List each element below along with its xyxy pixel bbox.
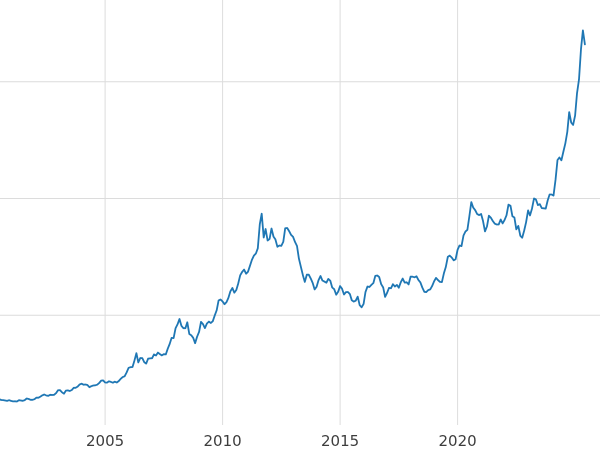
price-series-line <box>0 29 586 403</box>
x-tick-label: 2010 <box>204 432 242 450</box>
x-tick-label: 2020 <box>439 432 477 450</box>
x-tick-label: 2015 <box>321 432 359 450</box>
x-tick-label: 2005 <box>86 432 124 450</box>
